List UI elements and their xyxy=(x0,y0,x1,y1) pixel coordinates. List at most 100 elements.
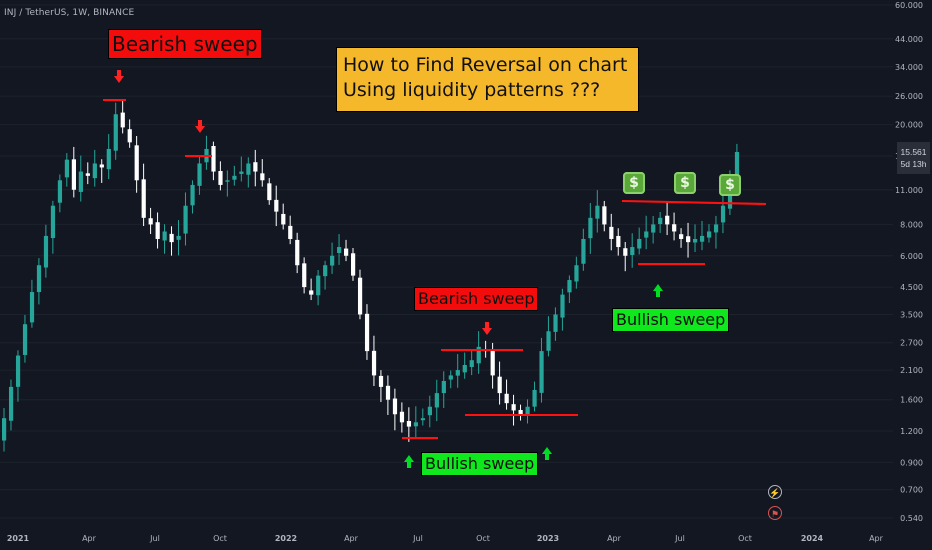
candle-body xyxy=(120,112,125,128)
candle-body xyxy=(651,224,656,233)
title-line-1: How to Find Reversal on chart xyxy=(343,54,628,76)
current-price-value: 15.561 xyxy=(900,147,927,157)
candle-body xyxy=(462,365,467,373)
y-tick-label: 44.000 xyxy=(895,35,923,44)
y-tick-label: 2.100 xyxy=(900,366,923,375)
time-axis[interactable]: 2021 Apr Jul Oct 2022 Apr Jul Oct 2023 Apr Jul Oct 2… xyxy=(7,534,884,543)
candle-body xyxy=(22,324,28,355)
candle-body xyxy=(420,418,425,421)
candle-body xyxy=(260,173,265,181)
candle-body xyxy=(616,235,621,248)
candle-body xyxy=(155,222,160,239)
candle-body xyxy=(78,171,83,192)
candle-body xyxy=(679,234,684,239)
y-tick-label: 3.500 xyxy=(900,310,923,319)
candle-body xyxy=(106,148,111,170)
y-tick-label: 26.000 xyxy=(895,92,923,101)
candle-body xyxy=(504,393,509,404)
current-price-countdown: 5d 13h xyxy=(900,159,927,169)
candle-body xyxy=(351,253,356,276)
candle-body xyxy=(344,248,349,256)
candle-body xyxy=(309,290,314,295)
candle-body xyxy=(141,179,146,218)
candle-body xyxy=(64,159,70,178)
candle-body xyxy=(50,205,56,239)
title-line-2: Using liquidity patterns ??? xyxy=(343,79,601,101)
bearish-sweep-label-2: Bearish sweep xyxy=(414,287,539,311)
candle-body xyxy=(602,206,607,225)
price-axis[interactable]: 60.00044.00034.00026.00020.00015.00011.0… xyxy=(895,1,923,523)
y-tick-label: 8.000 xyxy=(900,220,923,229)
candle-body xyxy=(134,145,139,181)
candle-body xyxy=(665,215,670,225)
candle-body xyxy=(169,233,174,243)
x-tick-label: Jul xyxy=(149,534,160,543)
bearish-sweep-label-1: Bearish sweep xyxy=(108,29,262,59)
x-tick-label: 2023 xyxy=(537,534,559,543)
y-tick-label: 34.000 xyxy=(895,63,923,72)
candle-body xyxy=(518,409,523,415)
candle-body xyxy=(700,235,705,242)
candle-body xyxy=(546,331,551,351)
y-tick-label: 60.000 xyxy=(895,1,923,10)
x-tick-label: Jul xyxy=(674,534,685,543)
candle-body xyxy=(183,205,188,234)
candle-body xyxy=(371,350,377,376)
x-tick-label: Jul xyxy=(412,534,423,543)
candle-body xyxy=(330,255,335,266)
y-tick-label: 0.540 xyxy=(900,514,923,523)
candle-body xyxy=(2,418,7,441)
x-tick-label: Oct xyxy=(476,534,490,543)
candle-body xyxy=(281,213,286,225)
candle-body xyxy=(609,226,614,239)
candle-body xyxy=(434,393,439,408)
candle-body xyxy=(288,225,293,239)
y-tick-label: 4.500 xyxy=(900,283,923,292)
candle-body xyxy=(148,218,153,225)
candle-body xyxy=(644,231,649,238)
candle-body xyxy=(357,277,363,315)
candle-body xyxy=(658,217,663,224)
candle-body xyxy=(218,170,223,185)
candle-body xyxy=(378,375,384,387)
flag-icon[interactable]: ⚑ xyxy=(768,506,782,520)
candle-body xyxy=(85,173,90,176)
candle-body xyxy=(693,238,698,243)
y-tick-label: 1.600 xyxy=(900,396,923,405)
candle-body xyxy=(36,265,42,293)
candle-body xyxy=(672,224,677,232)
candle-body xyxy=(713,224,719,233)
candle-body xyxy=(469,360,474,368)
candle-body xyxy=(588,217,593,239)
candle-body xyxy=(92,163,97,179)
candle-body xyxy=(539,351,544,393)
x-tick-label: Apr xyxy=(607,534,622,543)
candle-body xyxy=(413,422,419,427)
candle-body xyxy=(399,411,405,423)
bullish-sweep-label-2: Bullish sweep xyxy=(612,308,730,332)
candle-body xyxy=(274,199,279,212)
candle-body xyxy=(57,180,63,203)
liquidity-levels xyxy=(103,99,767,439)
lightning-icon[interactable]: ⚡ xyxy=(768,485,782,499)
candle-body xyxy=(162,231,167,241)
candle-body xyxy=(99,164,104,168)
candle-body xyxy=(427,406,432,416)
current-price-tag: 15.561 5d 13h xyxy=(897,142,930,174)
arrow-up-icon xyxy=(653,284,663,297)
candle-body xyxy=(455,370,460,376)
candle-body xyxy=(630,247,635,255)
candle-body xyxy=(623,248,628,256)
candle-body xyxy=(8,386,14,421)
chart-title-box: How to Find Reversal on chart Using liqu… xyxy=(336,47,639,112)
x-tick-label: 2021 xyxy=(7,534,30,543)
y-tick-label: 0.700 xyxy=(900,486,923,495)
candle-body xyxy=(190,184,195,206)
x-tick-label: Apr xyxy=(82,534,97,543)
candle-body xyxy=(525,406,530,415)
candle-body xyxy=(323,265,328,277)
y-tick-label: 20.000 xyxy=(895,121,923,130)
candle-body xyxy=(232,175,237,180)
